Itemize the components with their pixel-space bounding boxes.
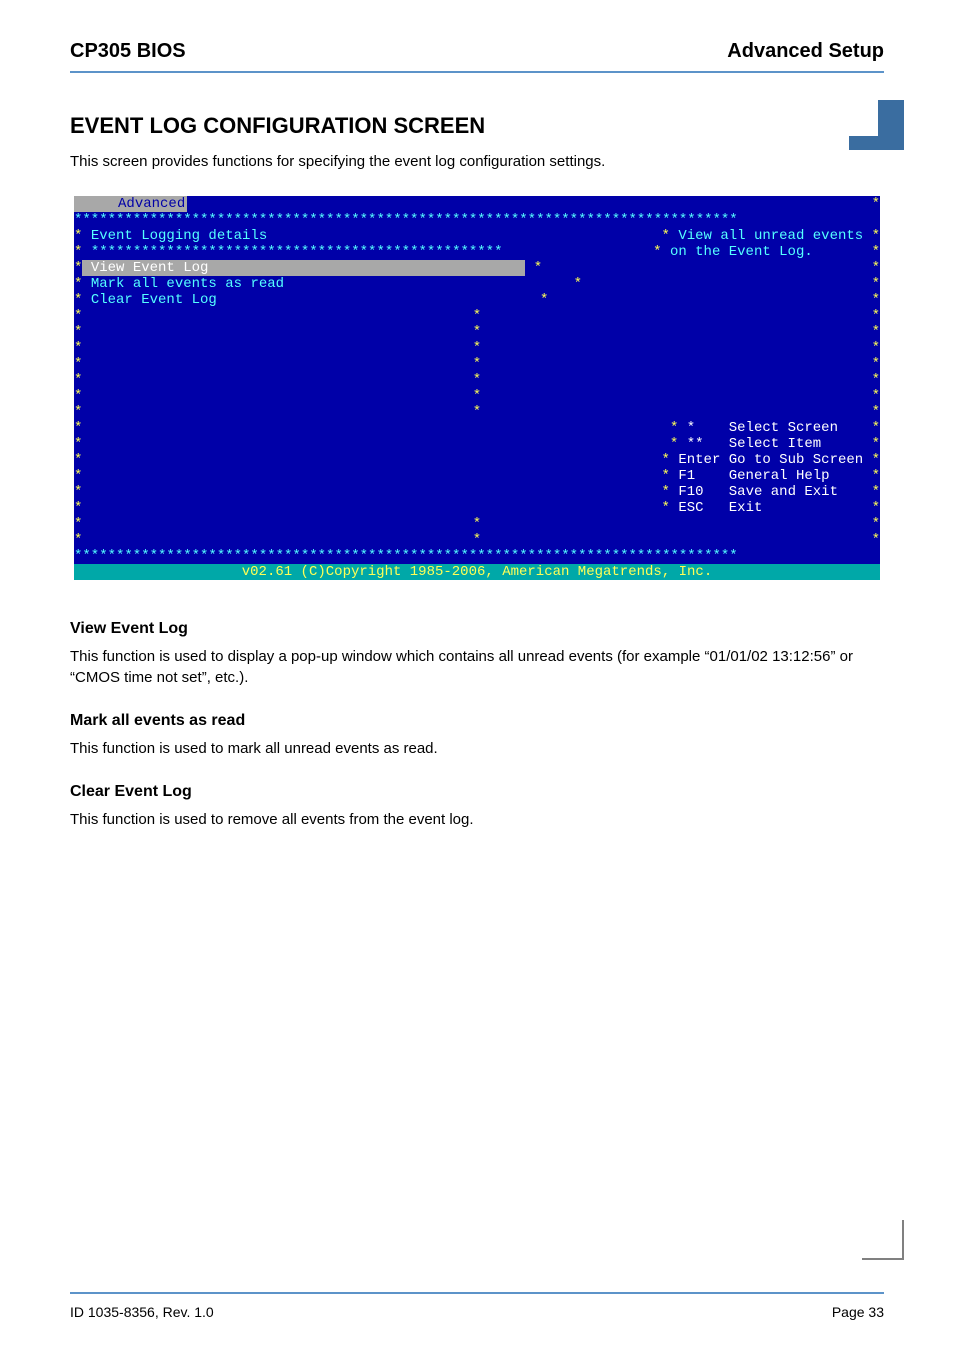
bios-divider: ****************************************… <box>91 244 503 260</box>
bios-border: ****************************************… <box>74 212 880 228</box>
bios-help-line: on the Event Log. <box>662 244 864 260</box>
bios-tab-advanced[interactable]: Advanced <box>116 196 187 212</box>
bios-menu-mark-read[interactable]: * Mark all events as read** <box>74 276 880 292</box>
bios-menu-clear-log[interactable]: * Clear Event Log** <box>74 292 880 308</box>
subsection-title: Clear Event Log <box>70 783 884 801</box>
subsection: Mark all events as read This function is… <box>70 712 884 759</box>
header-divider <box>70 71 884 73</box>
doc-header-left: CP305 BIOS <box>70 40 186 63</box>
bios-screen: Advanced********************************… <box>74 196 880 580</box>
bios-copyright: v02.61 (C)Copyright 1985-2006, American … <box>74 564 880 580</box>
subsection: Clear Event Log This function is used to… <box>70 783 884 830</box>
bios-border: ****************************************… <box>74 548 880 564</box>
footer-page-number: Page 33 <box>832 1304 884 1320</box>
bios-tab-bar: Advanced* <box>74 196 880 212</box>
bios-keyhint-row: ** * Select Screen * <box>74 420 880 436</box>
bios-empty-row: *** <box>74 532 880 548</box>
bios-empty-row: *** <box>74 388 880 404</box>
bios-tab-decoration: * <box>187 196 880 212</box>
bios-row: * Event Logging details* View all unread… <box>74 228 880 244</box>
bios-empty-row: *** <box>74 356 880 372</box>
bios-keyhint-row: ** ESC Exit * <box>74 500 880 516</box>
bios-section-header: Event Logging details <box>91 228 267 244</box>
subsection-text: This function is used to remove all even… <box>70 809 884 830</box>
bios-keyhint-row: ** F1 General Help * <box>74 468 880 484</box>
footer-divider <box>70 1292 884 1294</box>
bios-empty-row: *** <box>74 324 880 340</box>
bios-keyhint-row: ** Enter Go to Sub Screen * <box>74 452 880 468</box>
bios-menu-view-event-log[interactable]: * View Event Log ** <box>74 260 880 276</box>
brand-corner-logo <box>844 100 904 150</box>
subsection-text: This function is used to mark all unread… <box>70 738 884 759</box>
bios-help-line: View all unread events <box>670 228 872 244</box>
bios-empty-row: *** <box>74 340 880 356</box>
bios-empty-row: *** <box>74 516 880 532</box>
section-intro: This screen provides functions for speci… <box>70 151 884 172</box>
bios-empty-row: *** <box>74 308 880 324</box>
footer-corner-decoration <box>862 1220 904 1260</box>
footer-doc-id: ID 1035-8356, Rev. 1.0 <box>70 1304 214 1320</box>
bios-empty-row: *** <box>74 372 880 388</box>
bios-keyhint-row: ** F10 Save and Exit * <box>74 484 880 500</box>
bios-tab-spacer <box>74 196 116 212</box>
doc-header-right: Advanced Setup <box>727 40 884 63</box>
bios-empty-row: *** <box>74 404 880 420</box>
bios-row: * **************************************… <box>74 244 880 260</box>
subsection-title: Mark all events as read <box>70 712 884 730</box>
section-title: EVENT LOG CONFIGURATION SCREEN <box>70 113 884 139</box>
subsection-text: This function is used to display a pop-u… <box>70 646 884 688</box>
subsection-title: View Event Log <box>70 620 884 638</box>
bios-keyhint-row: ** ** Select Item * <box>74 436 880 452</box>
subsection: View Event Log This function is used to … <box>70 620 884 688</box>
